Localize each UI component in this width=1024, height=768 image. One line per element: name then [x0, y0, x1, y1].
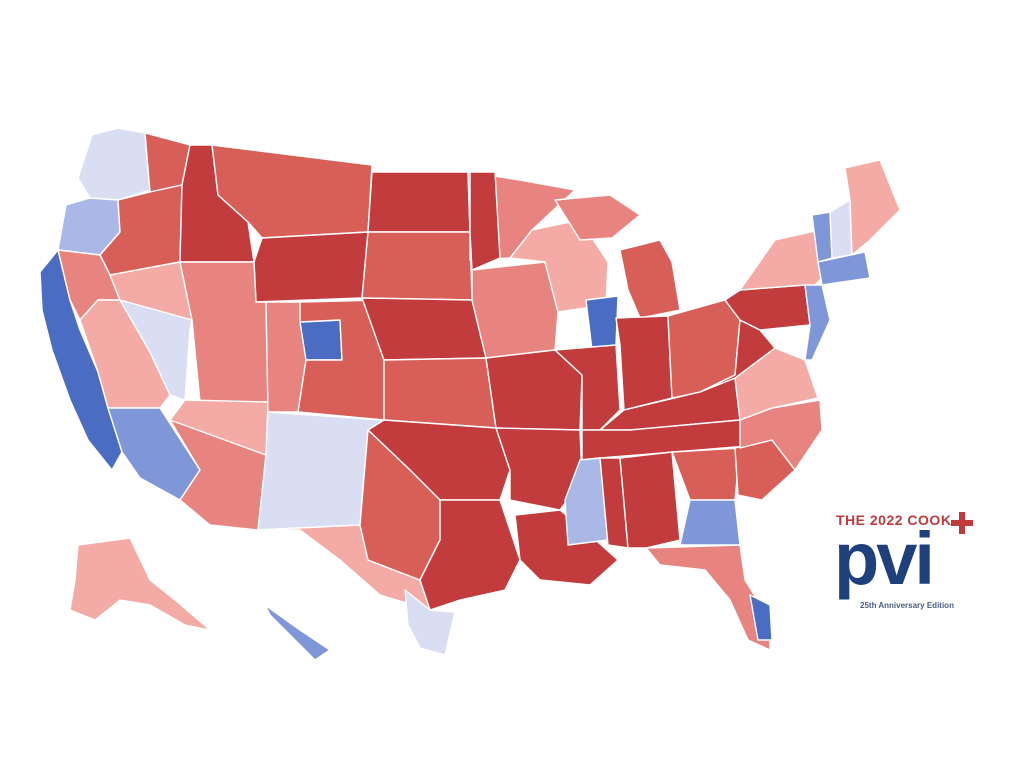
region-new-hampshire — [829, 199, 853, 259]
logo-wordmark: pvi — [834, 517, 935, 600]
cook-pvi-logo: THE 2022 COOK pvi 25th Anniversary Editi… — [834, 508, 986, 618]
region-missouri — [485, 349, 583, 431]
region-washington-west — [77, 127, 151, 201]
logo-title: THE 2022 COOK — [836, 512, 952, 528]
region-maine — [844, 159, 901, 256]
region-illinois-north — [585, 295, 619, 351]
region-texas-south — [404, 589, 456, 656]
region-kansas — [383, 357, 497, 429]
region-nebraska — [361, 297, 487, 361]
region-south-dakota — [361, 231, 473, 301]
logo-edition: 25th Anniversary Edition — [860, 601, 954, 610]
region-alaska — [69, 537, 211, 631]
region-michigan-lower — [619, 239, 681, 319]
region-mid-atlantic — [804, 284, 831, 361]
region-michigan-upper — [554, 194, 641, 241]
region-georgia-south — [679, 499, 741, 546]
region-alabama — [619, 451, 681, 549]
region-wyoming — [253, 231, 369, 303]
region-north-dakota — [367, 171, 471, 233]
region-colorado-denver — [299, 319, 343, 361]
region-indiana — [615, 315, 673, 411]
region-massachusetts — [817, 251, 871, 286]
region-utah — [179, 261, 269, 403]
region-iowa — [471, 261, 559, 359]
region-minnesota-west — [469, 171, 501, 271]
region-florida-south — [749, 594, 773, 641]
plus-cross-icon — [951, 512, 973, 534]
region-louisiana — [514, 509, 619, 586]
region-hawaii — [264, 604, 331, 661]
region-mississippi-west — [564, 457, 609, 546]
region-texas-east — [419, 499, 521, 611]
region-georgia-north — [671, 447, 741, 501]
region-florida — [645, 544, 771, 651]
